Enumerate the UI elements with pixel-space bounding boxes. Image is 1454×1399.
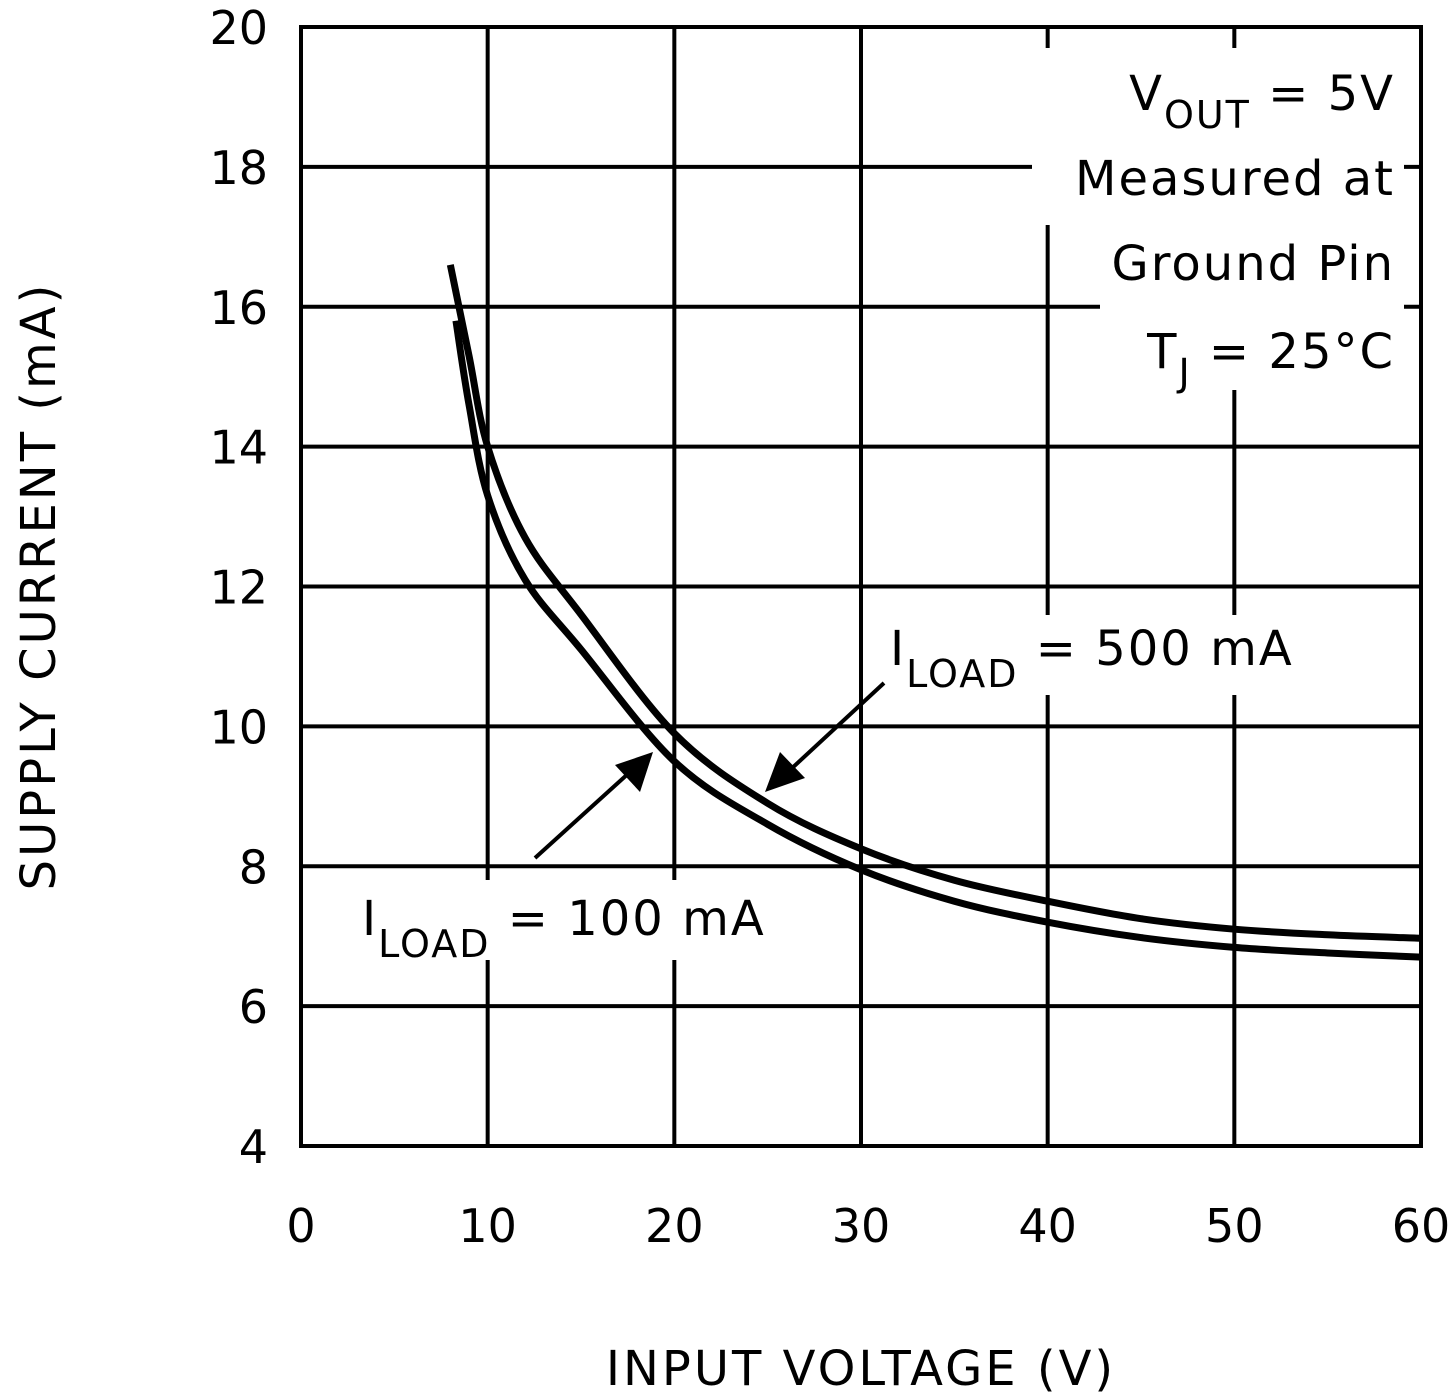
y-tick-label: 10	[209, 700, 268, 754]
svg-text:TJ = 25°C: TJ = 25°C	[1146, 324, 1395, 395]
x-tick-label: 50	[1205, 1199, 1264, 1253]
y-tick-label: 14	[209, 421, 268, 475]
label-100ma: ILOAD = 100 mA	[362, 891, 766, 966]
x-axis-label: INPUT VOLTAGE (V)	[606, 1341, 1116, 1397]
conditions-annotation: VOUT = 5V Measured at Ground Pin TJ = 25…	[1075, 66, 1395, 395]
svg-text:Ground Pin: Ground Pin	[1112, 236, 1395, 292]
plot-frame	[299, 25, 1423, 1148]
x-tick-label: 20	[645, 1199, 704, 1253]
label-500ma: ILOAD = 500 mA	[890, 621, 1294, 696]
y-tick-label: 12	[209, 561, 268, 615]
y-tick-label: 8	[239, 840, 268, 894]
y-tick-label: 20	[209, 1, 268, 55]
series-line-100ma	[452, 320, 1422, 961]
x-tick-label: 40	[1018, 1199, 1077, 1253]
x-tick-label: 10	[458, 1199, 517, 1253]
x-tick-label: 0	[286, 1199, 315, 1253]
svg-text:VOUT = 5V: VOUT = 5V	[1129, 66, 1395, 137]
y-tick-label: 16	[209, 281, 268, 335]
svg-text:Measured at: Measured at	[1075, 151, 1395, 207]
y-tick-label: 6	[239, 980, 268, 1034]
x-tick-label: 60	[1392, 1199, 1451, 1253]
annotation-background	[355, 48, 1404, 960]
y-axis-label: SUPPLY CURRENT (mA)	[11, 282, 67, 891]
arrow-500ma	[765, 681, 886, 792]
y-tick-label: 18	[209, 141, 268, 195]
arrow-100ma	[533, 752, 653, 860]
y-tick-label: 4	[239, 1120, 268, 1174]
series-line-500ma	[446, 264, 1422, 942]
x-tick-label: 30	[832, 1199, 891, 1253]
